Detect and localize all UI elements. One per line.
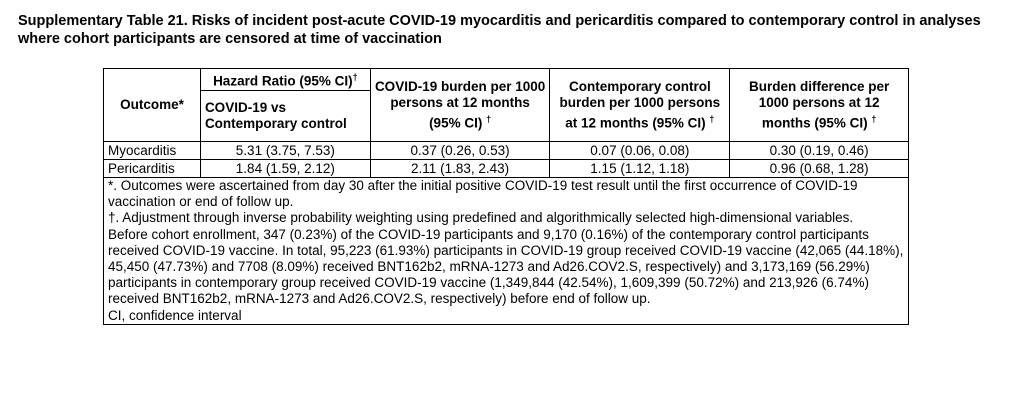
cell-covid-burden: 2.11 (1.83, 2.43) bbox=[369, 159, 551, 178]
footnote-vaccination: Before cohort enrollment, 347 (0.23%) of… bbox=[108, 226, 904, 307]
cell-outcome: Pericarditis bbox=[103, 159, 201, 178]
dagger-mark: † bbox=[352, 72, 358, 83]
cell-covid-burden: 0.37 (0.26, 0.53) bbox=[369, 141, 551, 160]
header-burden-diff: Burden difference per 1000 persons at 12… bbox=[729, 68, 909, 142]
cell-burden-diff: 0.96 (0.68, 1.28) bbox=[729, 159, 909, 178]
header-control-burden-text: Contemporary control burden per 1000 per… bbox=[559, 78, 721, 131]
header-covid-burden-text: COVID-19 burden per 1000 persons at 12 m… bbox=[374, 78, 546, 131]
footnote-ci: CI, confidence interval bbox=[108, 307, 242, 323]
cell-hazard-ratio: 1.84 (1.59, 2.12) bbox=[199, 159, 371, 178]
table-row: Pericarditis 1.84 (1.59, 2.12) 2.11 (1.8… bbox=[103, 159, 909, 178]
header-control-burden: Contemporary control burden per 1000 per… bbox=[549, 68, 731, 142]
header-hazard-ratio-text: Hazard Ratio (95% CI) bbox=[213, 73, 353, 89]
dagger-mark: † bbox=[486, 113, 492, 124]
header-burden-diff-text: Burden difference per 1000 persons at 12… bbox=[748, 78, 890, 131]
cell-outcome: Myocarditis bbox=[103, 141, 201, 160]
header-outcome: Outcome* bbox=[103, 68, 201, 142]
header-row-1: Outcome* Hazard Ratio (95% CI)† COVID-19… bbox=[103, 68, 909, 142]
dagger-mark: † bbox=[871, 113, 877, 124]
footnote-outcomes: *. Outcomes were ascertained from day 30… bbox=[108, 178, 858, 210]
table-row: Myocarditis 5.31 (3.75, 7.53) 0.37 (0.26… bbox=[103, 141, 909, 160]
results-table: Outcome* Hazard Ratio (95% CI)† COVID-19… bbox=[103, 68, 909, 325]
header-hazard-ratio-sub: COVID-19 vs Contemporary control bbox=[199, 90, 371, 142]
footnotes-cell: *. Outcomes were ascertained from day 30… bbox=[103, 177, 909, 325]
footnotes-row: *. Outcomes were ascertained from day 30… bbox=[103, 177, 909, 325]
cell-hazard-ratio: 5.31 (3.75, 7.53) bbox=[199, 141, 371, 160]
table-caption: Supplementary Table 21. Risks of inciden… bbox=[18, 13, 981, 47]
dagger-mark: † bbox=[709, 113, 715, 124]
footnote-adjustment: †. Adjustment through inverse probabilit… bbox=[108, 210, 854, 226]
header-covid-burden: COVID-19 burden per 1000 persons at 12 m… bbox=[369, 68, 551, 142]
header-hazard-ratio: Hazard Ratio (95% CI)† bbox=[199, 68, 371, 91]
cell-control-burden: 1.15 (1.12, 1.18) bbox=[549, 159, 731, 178]
cell-control-burden: 0.07 (0.06, 0.08) bbox=[549, 141, 731, 160]
cell-burden-diff: 0.30 (0.19, 0.46) bbox=[729, 141, 909, 160]
header-row-2: COVID-19 vs Contemporary control bbox=[104, 90, 909, 142]
